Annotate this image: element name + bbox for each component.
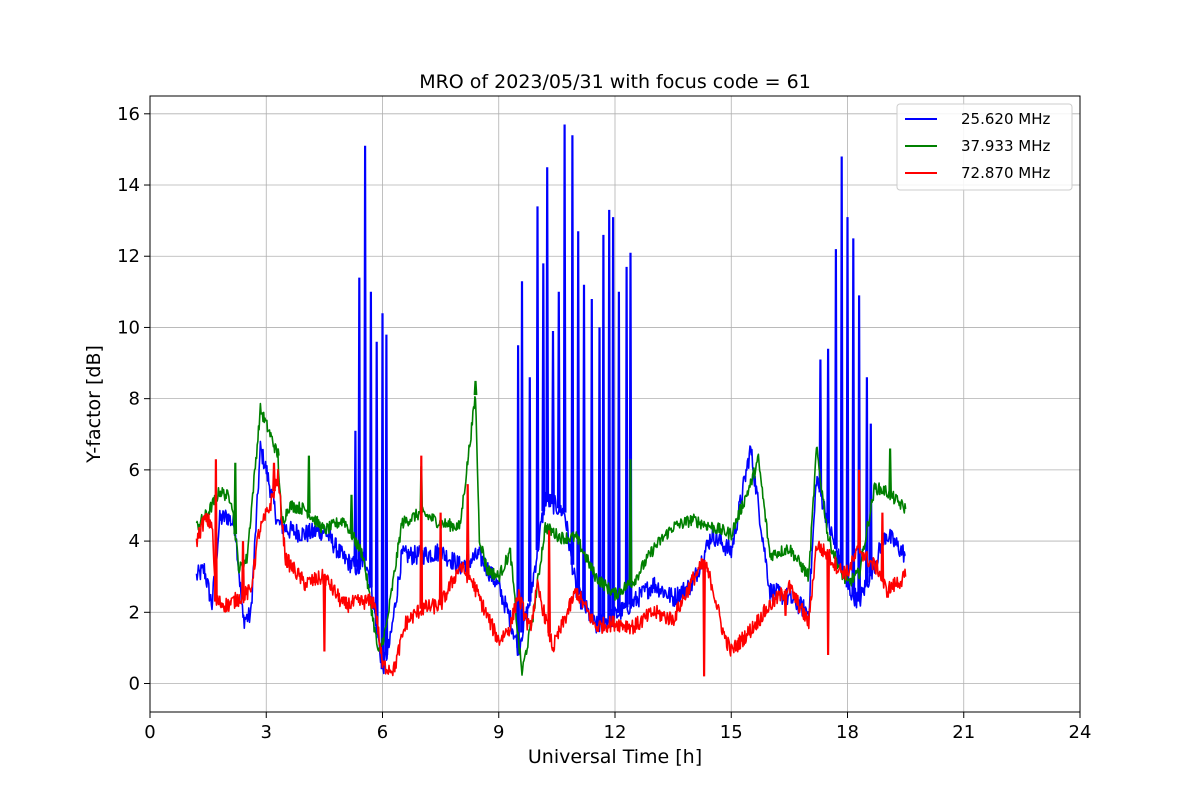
x-axis-label: Universal Time [h] [528,746,702,768]
series-spike [527,377,532,602]
series-spike [349,494,354,535]
series-spike [547,530,551,633]
x-tick-label: 21 [952,722,975,743]
series-line-1 [195,396,907,676]
legend-label: 72.870 MHz [961,164,1050,182]
series-spike [851,238,856,595]
series-spike [888,448,892,495]
x-tick-label: 18 [836,722,859,743]
series-spike [818,359,823,493]
series-spike [857,295,861,602]
x-tick-label: 12 [604,722,627,743]
series-spike [597,327,602,625]
y-tick-label: 4 [129,531,140,552]
x-tick-label: 9 [493,722,504,743]
series-spike [384,334,389,656]
series-spike [465,484,470,576]
series-spike [419,455,424,609]
series-spike [826,555,830,656]
x-axis: 0 3 6 9 12 15 18 21 24 [144,712,1091,743]
y-tick-label: 10 [117,317,140,338]
x-tick-label: 15 [720,722,743,743]
series-spike [322,576,327,652]
y-tick-label: 8 [129,389,140,410]
series-spike [380,313,385,670]
y-tick-label: 2 [129,602,140,623]
series-spike [307,455,311,514]
legend-label: 25.620 MHz [961,110,1050,128]
y-tick-label: 6 [129,460,140,481]
series-spike [589,298,594,620]
series-spike [353,430,358,567]
series-spike [556,291,561,509]
series-spike [516,345,520,648]
legend: 25.620 MHz 37.933 MHz 72.870 MHz [896,103,1073,191]
y-tick-label: 14 [117,175,140,196]
series-spike [570,135,575,565]
series-spike [357,277,362,570]
series-spike [702,562,706,677]
y-axis-label: Y-factor [dB] [83,345,105,464]
series-spike [276,448,280,456]
series-spike [865,377,869,583]
series-spike [839,156,844,569]
series-spike [241,541,245,596]
series-line-0 [195,440,906,675]
series-spike [834,249,838,549]
series-spike [363,145,367,561]
series-spike [562,124,567,513]
series-spike [628,459,633,584]
series-spike [520,281,524,633]
legend-box [896,103,1073,191]
series-spike [233,462,238,535]
series-spike [369,291,373,588]
series-spike [611,217,615,617]
x-tick-label: 3 [261,722,272,743]
series-spike [880,512,885,581]
legend-label: 37.933 MHz [961,137,1050,155]
series-spike [576,231,581,595]
series-spike [601,234,606,623]
y-tick-label: 12 [117,246,140,267]
series-spike [374,341,379,627]
series-spike [535,206,540,551]
series-spike [272,462,276,492]
series-spike [541,263,546,512]
series-spike [845,217,850,588]
series-spike [551,330,555,505]
series-spike [826,348,830,524]
series-spike [582,284,586,606]
series-spike [857,469,861,549]
series-line-2 [195,468,907,677]
series-spike [214,459,218,602]
series-spike [607,209,612,620]
x-tick-label: 24 [1069,722,1092,743]
y-tick-label: 0 [129,674,140,695]
series-spike [545,167,550,500]
x-tick-label: 0 [144,722,155,743]
series-spike [624,266,629,608]
series-spike [868,423,873,574]
series-spike [438,512,443,606]
series-spike [783,590,788,616]
y-tick-label: 16 [117,104,140,125]
x-tick-label: 6 [377,722,388,743]
y-axis: 0 2 4 6 8 10 12 14 16 [117,104,150,695]
series-spike [617,291,621,614]
chart-title: MRO of 2023/05/31 with focus code = 61 [419,71,811,93]
series-spike [473,380,478,396]
series-layer [195,124,907,677]
